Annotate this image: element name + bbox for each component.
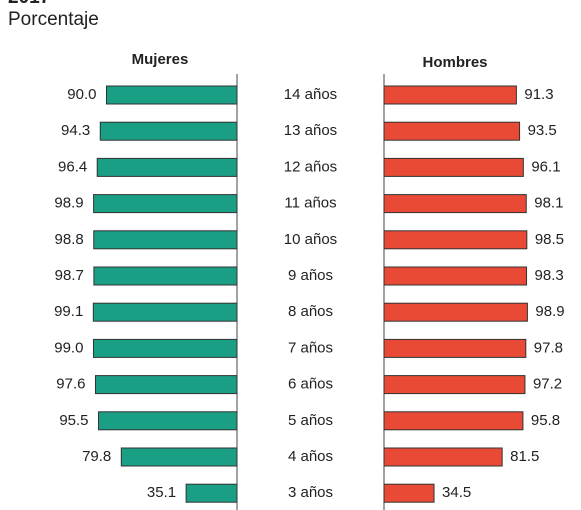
value-label: 34.5 xyxy=(442,484,471,501)
value-label: 97.8 xyxy=(534,339,563,356)
bar xyxy=(92,302,238,322)
category-label: 6 años xyxy=(288,376,333,393)
category-label: 12 años xyxy=(284,158,337,175)
category-label: 4 años xyxy=(288,448,333,465)
bar xyxy=(93,230,238,250)
bar xyxy=(383,121,521,141)
value-label: 99.1 xyxy=(54,303,83,320)
bar xyxy=(383,338,527,358)
legend-left: Mujeres xyxy=(132,51,189,68)
bar xyxy=(93,194,238,214)
category-label: 3 años xyxy=(288,484,333,501)
category-label: 7 años xyxy=(288,339,333,356)
bar xyxy=(99,121,238,141)
value-label: 90.0 xyxy=(67,86,96,103)
bar xyxy=(383,375,526,395)
value-label: 95.5 xyxy=(59,412,88,429)
value-label: 98.9 xyxy=(54,195,83,212)
value-label: 97.2 xyxy=(533,376,562,393)
bar xyxy=(185,483,238,503)
bar xyxy=(120,447,238,467)
category-label: 13 años xyxy=(284,122,337,139)
bar xyxy=(93,266,238,286)
value-label: 98.1 xyxy=(534,195,563,212)
bar xyxy=(96,157,238,177)
value-label: 94.3 xyxy=(61,122,90,139)
bar xyxy=(106,85,238,105)
value-label: 35.1 xyxy=(147,484,176,501)
category-label: 14 años xyxy=(284,86,337,103)
chart-title: 2017 xyxy=(8,0,50,8)
bar xyxy=(383,157,524,177)
value-label: 96.4 xyxy=(58,158,87,175)
category-label: 10 años xyxy=(284,231,337,248)
bar xyxy=(94,375,238,395)
category-label: 11 años xyxy=(284,195,336,212)
value-label: 97.6 xyxy=(56,376,85,393)
bar xyxy=(383,302,528,322)
value-label: 93.5 xyxy=(528,122,557,139)
value-label: 91.3 xyxy=(524,86,553,103)
legend-right: Hombres xyxy=(422,54,487,71)
bar xyxy=(98,411,238,431)
value-label: 98.5 xyxy=(535,231,564,248)
value-label: 98.3 xyxy=(535,267,564,284)
bar xyxy=(383,85,517,105)
category-label: 5 años xyxy=(288,412,333,429)
value-label: 81.5 xyxy=(510,448,539,465)
category-label: 9 años xyxy=(288,267,333,284)
bar xyxy=(383,411,524,431)
value-label: 98.9 xyxy=(535,303,564,320)
bar xyxy=(383,483,435,503)
category-label: 8 años xyxy=(288,303,333,320)
value-label: 96.1 xyxy=(531,158,560,175)
bar xyxy=(383,194,527,214)
bar xyxy=(383,447,503,467)
value-label: 98.7 xyxy=(55,267,84,284)
chart-subtitle: Porcentaje xyxy=(8,9,99,30)
bar xyxy=(383,230,528,250)
value-label: 98.8 xyxy=(55,231,84,248)
bar xyxy=(92,338,238,358)
value-label: 79.8 xyxy=(82,448,111,465)
bar xyxy=(383,266,528,286)
value-label: 95.8 xyxy=(531,412,560,429)
value-label: 99.0 xyxy=(54,339,83,356)
